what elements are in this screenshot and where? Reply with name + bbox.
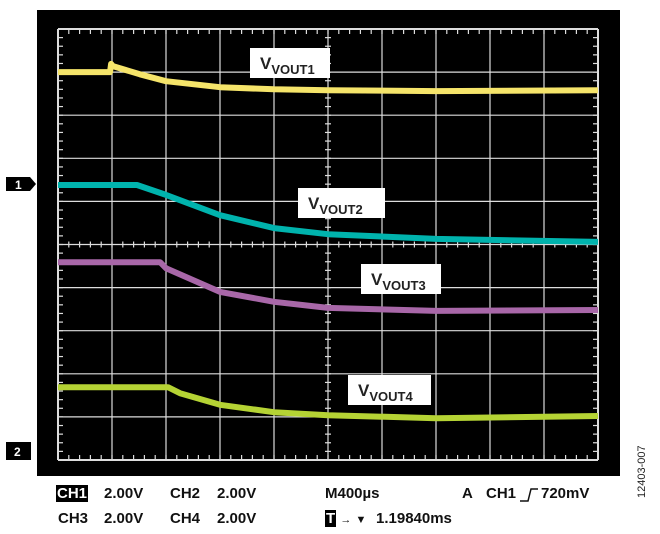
trace-label-3: VVOUT3: [361, 264, 441, 294]
ch2-label: CH2: [170, 485, 201, 502]
svg-text:VVOUT1: VVOUT1: [260, 54, 315, 77]
label-main: V: [371, 270, 383, 289]
ch1-scale: 2.00V: [104, 485, 144, 502]
trigger-delay: 1.19840ms: [376, 510, 452, 527]
trace-vout4: [58, 384, 599, 422]
trigger-source: CH1: [486, 485, 517, 502]
svg-text:VVOUT3: VVOUT3: [371, 270, 426, 293]
trigger-t-icon: T: [325, 510, 337, 527]
timebase: M400µs: [325, 485, 380, 502]
label-subscript: VOUT4: [369, 389, 413, 404]
ch1-ground-marker: 1: [6, 177, 36, 192]
trigger-level: 720mV: [541, 485, 590, 502]
trace-vout2: [58, 182, 599, 245]
trace-label-4: VVOUT4: [348, 375, 431, 405]
label-main: V: [358, 381, 370, 400]
trace-vout3: [58, 259, 599, 314]
label-main: V: [308, 194, 320, 213]
ch4-label: CH4: [170, 510, 201, 527]
trace-label-2: VVOUT2: [298, 188, 385, 218]
label-subscript: VOUT1: [271, 62, 314, 77]
triangle-down-icon: ▼: [355, 514, 367, 526]
trace-label-1: VVOUT1: [250, 48, 330, 78]
graticule: [57, 28, 599, 461]
traces: [58, 60, 599, 422]
ch1-readout: CH1: [56, 485, 89, 503]
ch1-marker-label: 1: [15, 178, 22, 192]
arrow-right-icon: →: [340, 514, 352, 526]
trace-vout1: [58, 60, 599, 95]
label-main: V: [260, 54, 272, 73]
ch4-scale: 2.00V: [217, 510, 257, 527]
label-subscript: VOUT3: [382, 278, 425, 293]
figure-id: 12403-007: [636, 445, 648, 498]
label-subscript: VOUT2: [319, 202, 362, 217]
ch3-scale: 2.00V: [104, 510, 144, 527]
ch2-marker-label: 2: [14, 445, 21, 459]
trigger-position: T → ▼: [325, 510, 366, 529]
ch3-label: CH3: [58, 510, 89, 527]
trigger-mode: A: [462, 485, 473, 502]
ch1-label: CH1: [56, 485, 89, 502]
ch2-scale: 2.00V: [217, 485, 257, 502]
svg-text:VVOUT4: VVOUT4: [358, 381, 413, 404]
svg-text:VVOUT2: VVOUT2: [308, 194, 363, 217]
ch2-ground-marker: 2: [6, 442, 31, 460]
